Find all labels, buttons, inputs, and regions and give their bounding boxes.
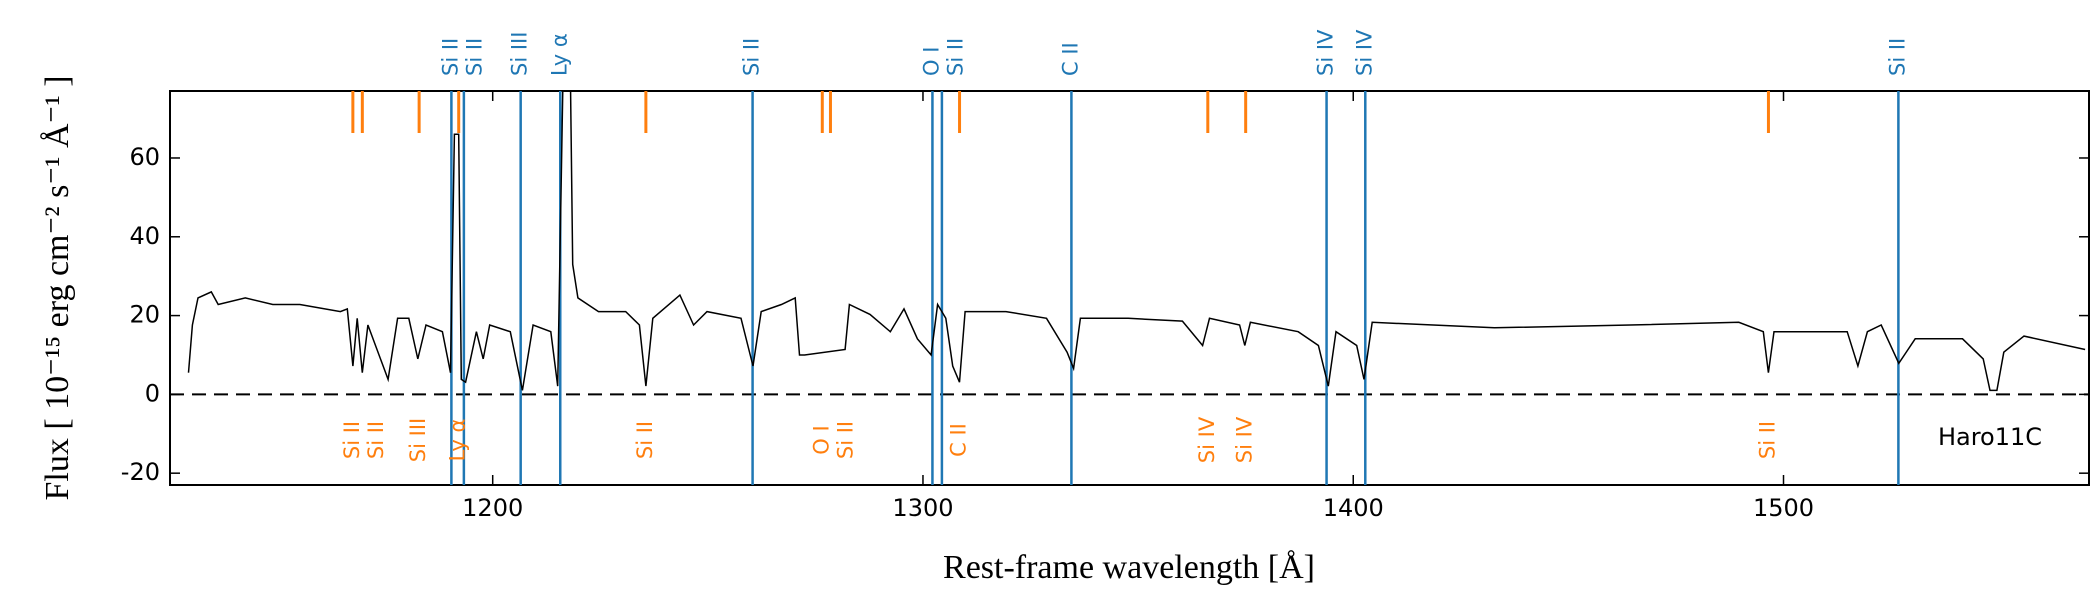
line-label: Si III: [508, 32, 532, 76]
line-label: Ly α: [547, 33, 571, 76]
line-label: Si II: [438, 38, 462, 76]
line-label: O I: [809, 425, 833, 454]
line-label: Si II: [340, 421, 364, 459]
line-label: Ly α: [446, 419, 470, 462]
x-axis-label: Rest-frame wavelength [Å]: [943, 549, 1315, 586]
spectrum: [187, 91, 2086, 392]
line-label: Si III: [406, 418, 430, 462]
y-tick-label: 60: [129, 143, 160, 171]
y-tick-label: 40: [129, 222, 160, 250]
line-label: Si II: [364, 421, 388, 459]
plot-frame: [169, 90, 2090, 486]
annotation: Haro11C: [1938, 423, 2042, 451]
line-label: Si IV: [1233, 416, 1257, 463]
y-tick-label: 0: [145, 379, 160, 407]
line-label: C II: [1058, 42, 1082, 76]
line-label: C II: [947, 423, 971, 457]
line-label: Si II: [1885, 38, 1909, 76]
y-tick-label: 20: [129, 301, 160, 329]
line-label: Si IV: [1314, 29, 1338, 76]
line-label: Si II: [462, 38, 486, 76]
x-tick-label: 1500: [1753, 494, 1814, 522]
line-label: O I: [919, 47, 943, 76]
line-label: Si II: [833, 421, 857, 459]
line-label: Si II: [740, 38, 764, 76]
x-tick-label: 1400: [1323, 494, 1384, 522]
line-label: Si IV: [1195, 416, 1219, 463]
line-label: Si IV: [1352, 29, 1376, 76]
y-axis-label: Flux [ 10⁻¹⁵ erg cm⁻² s⁻¹ Å⁻¹ ]: [39, 75, 76, 500]
x-tick-label: 1200: [462, 494, 523, 522]
y-tick-label: -20: [121, 458, 160, 486]
line-label: Si II: [943, 38, 967, 76]
line-label: Si II: [633, 421, 657, 459]
line-label: Si II: [1755, 421, 1779, 459]
x-tick-label: 1300: [892, 494, 953, 522]
